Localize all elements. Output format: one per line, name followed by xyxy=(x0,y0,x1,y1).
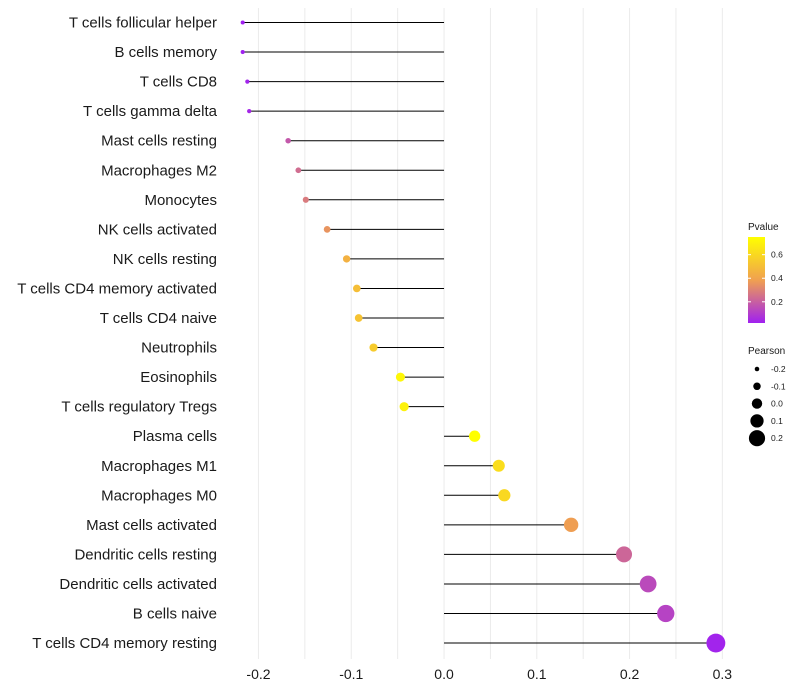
category-label: Mast cells activated xyxy=(86,517,217,534)
lollipop-point xyxy=(302,196,309,203)
lollipop-point xyxy=(399,402,409,412)
lollipop-point xyxy=(616,546,633,563)
category-label: T cells CD4 memory activated xyxy=(17,280,217,297)
category-label: Eosinophils xyxy=(140,369,217,386)
category-label: B cells naive xyxy=(133,606,217,623)
size-legend-label: 0.0 xyxy=(771,399,783,409)
colorbar-tick-label: 0.4 xyxy=(771,273,783,283)
category-label: T cells CD8 xyxy=(140,74,217,91)
lollipop-point xyxy=(285,137,291,144)
lollipop-point xyxy=(352,284,361,293)
category-label: Macrophages M0 xyxy=(101,487,217,504)
category-label: Macrophages M2 xyxy=(101,162,217,179)
lollipop-point xyxy=(342,255,351,263)
x-tick-label: 0.2 xyxy=(620,666,640,682)
lollipop-point xyxy=(657,604,675,623)
x-tick-label: 0.0 xyxy=(434,666,454,682)
category-label: Dendritic cells activated xyxy=(59,576,217,593)
x-tick-label: -0.2 xyxy=(246,666,270,682)
x-tick-label: -0.1 xyxy=(339,666,363,682)
lollipop-point xyxy=(354,314,363,322)
lollipop-point xyxy=(240,20,245,25)
size-legend-point xyxy=(750,414,764,428)
category-label: Mast cells resting xyxy=(101,133,217,150)
category-label: T cells follicular helper xyxy=(69,15,217,32)
legend-title-pvalue: Pvalue xyxy=(748,222,779,233)
lollipop-point xyxy=(563,517,579,533)
category-label: Neutrophils xyxy=(141,340,217,357)
size-legend-label: -0.2 xyxy=(771,364,786,374)
size-legend-label: 0.2 xyxy=(771,433,783,443)
lollipop-point xyxy=(468,430,481,442)
category-label: T cells gamma delta xyxy=(83,103,218,120)
category-label: NK cells activated xyxy=(98,221,217,238)
x-tick-label: 0.1 xyxy=(527,666,547,682)
lollipop-point xyxy=(369,343,378,352)
category-label: Monocytes xyxy=(144,192,217,209)
lollipop-point xyxy=(639,575,657,593)
x-tick-label: 0.3 xyxy=(713,666,733,682)
lollipop-point xyxy=(498,489,511,502)
category-label: NK cells resting xyxy=(113,251,217,268)
lollipop-point xyxy=(295,167,302,174)
lollipop-point xyxy=(706,633,726,653)
size-legend-point xyxy=(751,398,763,409)
colorbar-tick-label: 0.6 xyxy=(771,250,783,260)
size-legend-label: 0.1 xyxy=(771,416,783,426)
lollipop-point xyxy=(247,109,252,114)
lollipop-point xyxy=(245,79,250,84)
category-label: T cells CD4 memory resting xyxy=(32,635,217,652)
legend-title-pearson: Pearson xyxy=(748,346,785,357)
category-label: B cells memory xyxy=(114,44,217,61)
category-label: Dendritic cells resting xyxy=(74,546,217,563)
lollipop-point xyxy=(240,50,245,55)
category-label: T cells regulatory Tregs xyxy=(61,399,217,416)
size-legend-point xyxy=(748,430,766,447)
colorbar-tick-label: 0.2 xyxy=(771,297,783,307)
pvalue-colorbar xyxy=(748,237,765,323)
size-legend-point xyxy=(754,366,760,372)
lollipop-point xyxy=(395,372,405,382)
category-label: Plasma cells xyxy=(133,428,217,445)
size-legend-label: -0.1 xyxy=(771,381,786,391)
size-legend-point xyxy=(753,382,761,391)
lollipop-point xyxy=(323,225,331,233)
category-label: Macrophages M1 xyxy=(101,458,217,475)
category-label: T cells CD4 naive xyxy=(100,310,217,327)
lollipop-point xyxy=(492,459,505,472)
